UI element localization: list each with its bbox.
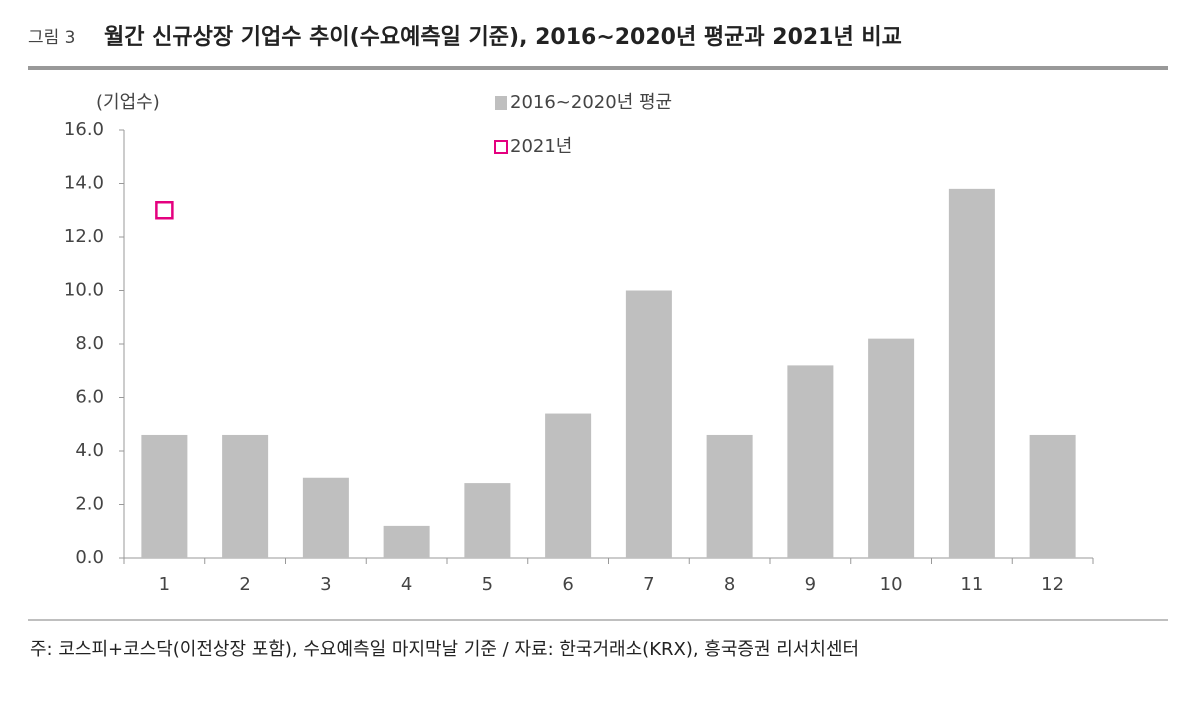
x-tick-label: 9 bbox=[805, 574, 816, 595]
x-tick-label: 3 bbox=[320, 574, 331, 595]
legend-swatch bbox=[495, 96, 507, 110]
y-tick-label: 10.0 bbox=[64, 280, 104, 301]
x-tick-label: 10 bbox=[880, 574, 903, 595]
bar bbox=[302, 477, 349, 558]
x-tick-label: 6 bbox=[562, 574, 573, 595]
legend-label: 2016~2020년 평균 bbox=[510, 92, 672, 113]
note: 주: 코스피+코스닥(이전상장 포함), 수요예측일 마지막날 기준 / 자료:… bbox=[30, 639, 859, 660]
x-tick-label: 12 bbox=[1041, 574, 1064, 595]
bar bbox=[625, 290, 672, 558]
x-tick-label: 8 bbox=[724, 574, 735, 595]
y-tick-label: 12.0 bbox=[64, 226, 104, 247]
y-tick-label: 8.0 bbox=[75, 333, 104, 354]
x-tick-label: 2 bbox=[239, 574, 250, 595]
marker bbox=[155, 201, 174, 220]
bar bbox=[545, 413, 592, 558]
bar bbox=[948, 188, 995, 558]
y-tick-label: 14.0 bbox=[64, 173, 104, 194]
bar bbox=[787, 365, 834, 558]
y-tick-label: 16.0 bbox=[64, 119, 104, 140]
bar bbox=[1029, 434, 1076, 558]
x-tick-label: 1 bbox=[159, 574, 170, 595]
bar bbox=[464, 483, 511, 558]
y-tick-label: 4.0 bbox=[75, 440, 104, 461]
x-tick-label: 11 bbox=[960, 574, 983, 595]
bar bbox=[383, 525, 430, 558]
x-tick-label: 7 bbox=[643, 574, 654, 595]
y-tick-label: 2.0 bbox=[75, 494, 104, 515]
figure-label: 그림 3 bbox=[28, 28, 76, 48]
legend-swatch bbox=[494, 140, 508, 154]
y-tick-label: 0.0 bbox=[75, 547, 104, 568]
x-tick-label: 5 bbox=[482, 574, 493, 595]
bar bbox=[141, 434, 188, 558]
bar bbox=[706, 434, 753, 558]
y-tick-label: 6.0 bbox=[75, 387, 104, 408]
y-axis-label: (기업수) bbox=[96, 92, 160, 113]
bar bbox=[222, 434, 269, 558]
legend-label: 2021년 bbox=[510, 136, 572, 157]
chart-title: 월간 신규상장 기업수 추이(수요예측일 기준), 2016~2020년 평균과… bbox=[104, 25, 902, 50]
x-tick-label: 4 bbox=[401, 574, 412, 595]
bar bbox=[868, 338, 915, 558]
